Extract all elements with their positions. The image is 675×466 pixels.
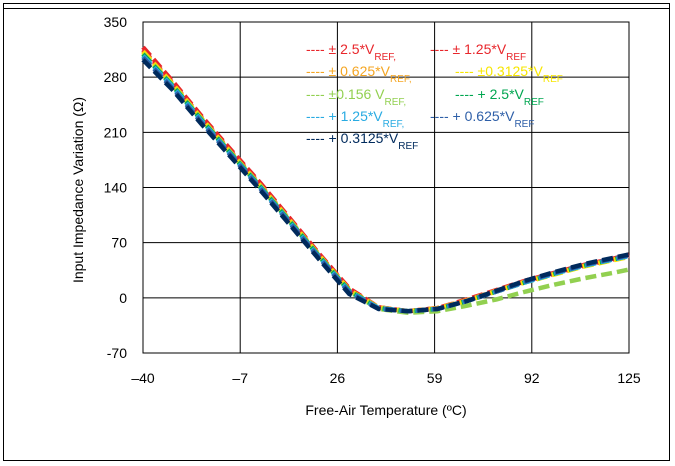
y-tick-label: 350 [104, 14, 128, 30]
y-tick-label: 210 [104, 124, 128, 140]
x-tick-label: 59 [427, 370, 443, 386]
legend-entry-3: ---- ± 0.625*VREF, [306, 63, 412, 85]
series-line-5 [141, 51, 630, 316]
series-line-9 [141, 58, 630, 314]
legend-entry-8: ---- + 0.625*VREF [430, 108, 534, 130]
y-axis-title: Input Impedance Variation (Ω) [70, 97, 86, 283]
y-tick-label: 0 [119, 290, 127, 306]
series-line-1 [141, 45, 630, 314]
grid [142, 21, 630, 354]
x-axis-title: Free-Air Temperature (ºC) [305, 402, 466, 418]
y-tick-label: -70 [107, 345, 127, 361]
tick-labels: –40 –7 26 59 92 125 350 280 210 140 70 0 -70 [104, 14, 641, 386]
x-tick-label: 26 [330, 370, 346, 386]
legend-entry-7: ---- + 1.25*VREF, [306, 108, 404, 130]
x-tick-label: 125 [617, 370, 641, 386]
legend-entry-9: ---- + 0.3125*VREF [306, 130, 418, 152]
figure-frame [3, 3, 670, 461]
y-tick-label: 280 [104, 69, 128, 85]
x-tick-label: –7 [232, 370, 248, 386]
figure-top-rule [3, 8, 670, 9]
legend-entry-1: ---- ± 2.5*VREF, [306, 41, 396, 63]
legend-entry-5: ---- ±0.156 VREF, [306, 86, 406, 108]
legend: ---- ± 2.5*VREF, ---- ± 1.25*VREF ---- ± 0… [306, 41, 563, 152]
series-layer [141, 45, 630, 316]
x-tick-label: –40 [131, 370, 155, 386]
y-tick-label: 140 [104, 180, 128, 196]
x-tick-label: 92 [524, 370, 540, 386]
legend-entry-2: ---- ± 1.25*VREF [430, 41, 526, 63]
legend-entry-4: ---- ±0.3125*VREF [455, 63, 563, 85]
y-tick-label: 70 [111, 235, 127, 251]
legend-entry-6: ---- + 2.5*VREF [455, 86, 544, 108]
